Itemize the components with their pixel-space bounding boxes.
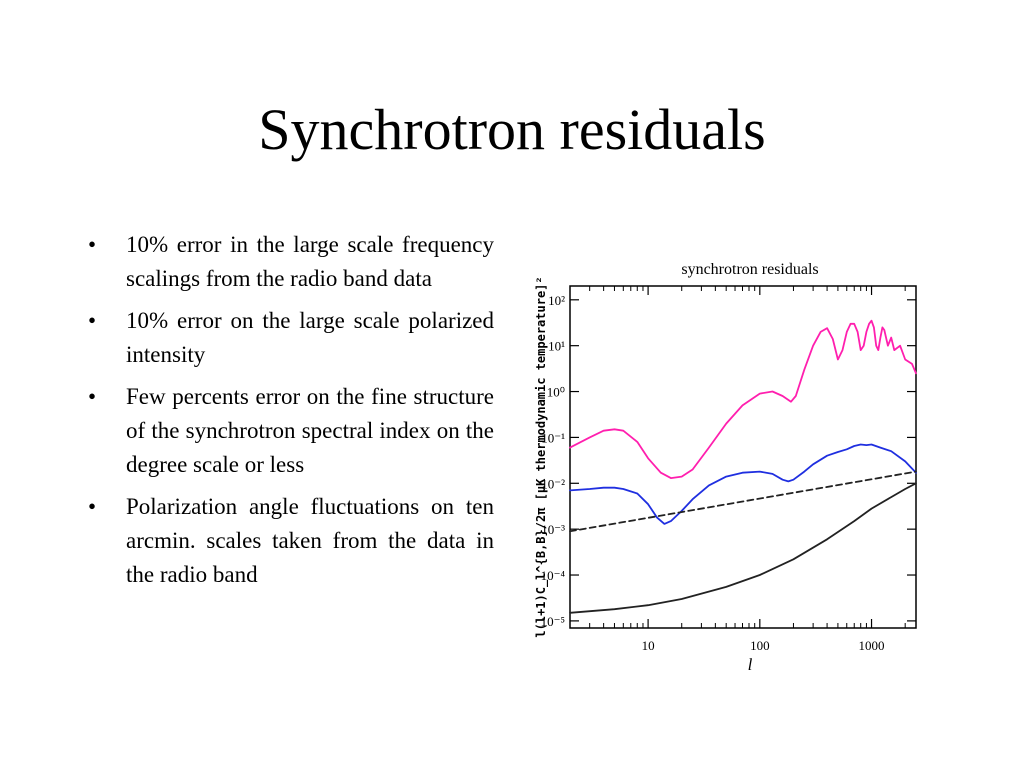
- bullet-item: • Few percents error on the fine structur…: [86, 380, 494, 482]
- y-tick-label: 10²: [548, 293, 565, 308]
- bullet-item: • 10% error on the large scale polarized …: [86, 304, 494, 372]
- x-axis-label: l: [748, 655, 753, 674]
- synchrotron-chart: synchrotron residuals 10 100 1000 10² 10¹ 10⁰…: [534, 261, 917, 674]
- chart-title: synchrotron residuals: [681, 261, 818, 278]
- axis-ticks: 10 100 1000 10² 10¹ 10⁰ 10⁻¹ 10⁻² 10⁻³ 10⁻⁴ 10⁻⁵: [541, 286, 916, 653]
- y-tick-label: 10⁻²: [541, 476, 565, 491]
- y-tick-label: 10⁻⁴: [541, 568, 566, 583]
- plot-frame: [569, 285, 917, 629]
- y-tick-label: 10⁰: [547, 385, 565, 400]
- series-line: [569, 443, 917, 525]
- series-line: [569, 470, 917, 533]
- x-tick-label: 10: [642, 638, 655, 653]
- x-tick-label: 100: [750, 638, 770, 653]
- slide-title: Synchrotron residuals: [258, 97, 766, 162]
- chart-series: [569, 319, 917, 614]
- bullet-symbol: •: [88, 232, 97, 257]
- series-line: [569, 482, 917, 614]
- bullet-item: • Polarization angle fluctuations on ten …: [86, 490, 494, 592]
- y-tick-label: 10⁻¹: [541, 430, 565, 445]
- bullet-symbol: •: [88, 384, 97, 409]
- y-tick-label: 10¹: [548, 339, 565, 354]
- y-axis-label: l(l+1)C_l^{B,B}/2π [μK thermodynamic tem…: [534, 276, 549, 637]
- bullet-text: Polarization angle fluctuations on ten a…: [126, 494, 494, 587]
- y-tick-label: 10⁻³: [541, 522, 565, 537]
- bullet-text: 10% error in the large scale frequency s…: [126, 232, 494, 291]
- bullet-list: • 10% error in the large scale frequency …: [86, 228, 494, 600]
- chart-container: synchrotron residuals 10 100 1000 10² 10¹ 10⁰…: [518, 214, 928, 676]
- bullet-symbol: •: [88, 494, 97, 519]
- bullet-symbol: •: [88, 308, 97, 333]
- series-line: [569, 319, 917, 480]
- bullet-text: Few percents error on the fine structure…: [126, 384, 494, 477]
- bullet-text: 10% error on the large scale polarized i…: [126, 308, 494, 367]
- bullet-item: • 10% error in the large scale frequency …: [86, 228, 494, 296]
- x-tick-label: 1000: [859, 638, 885, 653]
- y-tick-label: 10⁻⁵: [541, 614, 565, 629]
